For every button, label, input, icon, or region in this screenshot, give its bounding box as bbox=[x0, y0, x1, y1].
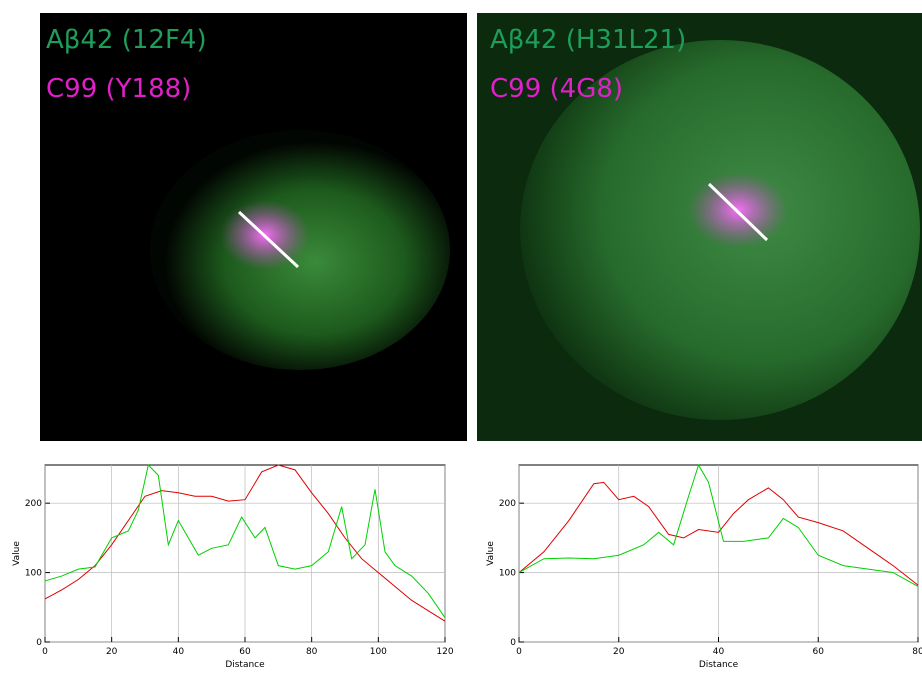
x-tick-label: 60 bbox=[813, 647, 825, 657]
x-tick-label: 0 bbox=[42, 647, 48, 657]
x-tick-label: 20 bbox=[106, 647, 118, 657]
x-tick-label: 40 bbox=[713, 647, 725, 657]
y-tick-label: 200 bbox=[499, 499, 516, 509]
x-axis-label: Distance bbox=[699, 660, 739, 670]
page: {"panels": [ {"labels": ["Aβ42 (12F4)", … bbox=[0, 0, 922, 675]
panel-label: Aβ42 (H31L21) bbox=[490, 25, 686, 55]
panel-label: Aβ42 (12F4) bbox=[46, 25, 207, 55]
x-axis-label: Distance bbox=[225, 660, 265, 670]
y-axis-label: Value bbox=[12, 541, 22, 566]
x-tick-label: 60 bbox=[239, 647, 251, 657]
x-tick-label: 0 bbox=[516, 647, 522, 657]
x-tick-label: 80 bbox=[306, 647, 318, 657]
figure: Aβ42 (12F4) C99 (Y188) Aβ42 (H31L21) C99… bbox=[0, 0, 922, 675]
x-tick-label: 40 bbox=[173, 647, 185, 657]
y-tick-label: 200 bbox=[25, 499, 42, 509]
x-tick-label: 100 bbox=[370, 647, 387, 657]
y-axis-label: Value bbox=[486, 541, 496, 566]
x-tick-label: 20 bbox=[613, 647, 625, 657]
x-tick-label: 120 bbox=[436, 647, 453, 657]
y-tick-label: 100 bbox=[499, 569, 516, 579]
x-tick-label: 80 bbox=[912, 647, 922, 657]
panel-label: C99 (Y188) bbox=[46, 74, 191, 104]
y-tick-label: 100 bbox=[25, 569, 42, 579]
panel-label: C99 (4G8) bbox=[490, 74, 623, 104]
